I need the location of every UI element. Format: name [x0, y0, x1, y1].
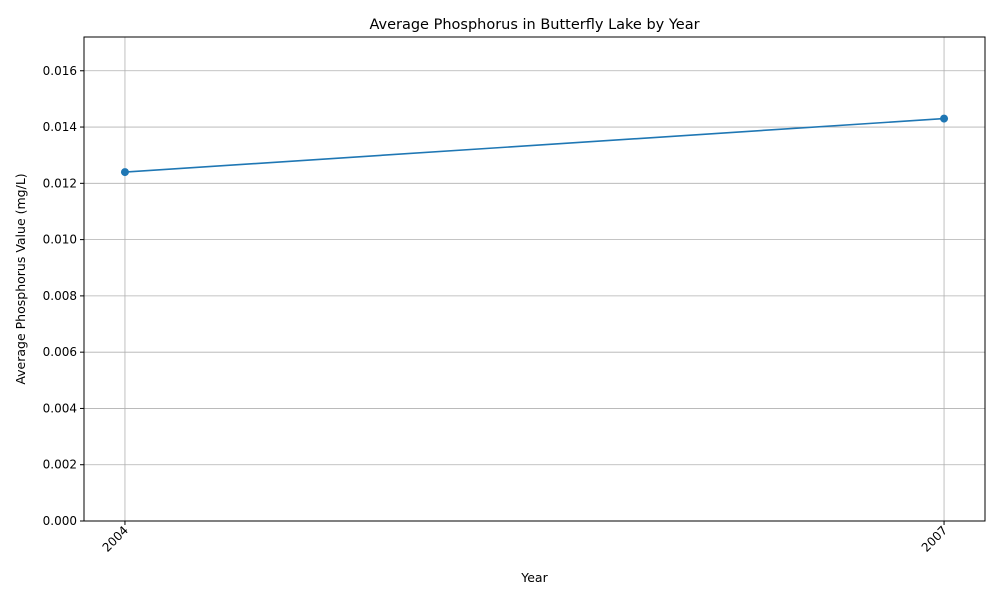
data-point: [940, 114, 949, 123]
y-axis-label: Average Phosphorus Value (mg/L): [13, 173, 28, 384]
plot-frame: [83, 36, 986, 522]
x-tick-label: 2004: [100, 523, 131, 554]
series-line: [124, 117, 945, 173]
tick-layer: 0.000 0.002 0.004 0.006 0.008 0.010 0.012 0.014…: [43, 64, 951, 555]
y-tick-label: 0.008: [43, 289, 77, 303]
y-tick-label: 0.014: [43, 120, 77, 134]
x-tick-label: 2007: [919, 523, 950, 554]
series-layer: [120, 114, 949, 177]
y-tick-label: 0.012: [43, 176, 77, 190]
y-tick-label: 0.010: [43, 233, 77, 247]
x-axis-label: Year: [520, 570, 548, 585]
y-tick-label: 0.016: [43, 64, 77, 78]
y-tick-label: 0.000: [43, 514, 77, 528]
grid-layer: [84, 37, 985, 522]
data-point: [120, 168, 129, 177]
y-tick-label: 0.006: [43, 345, 77, 359]
y-tick-label: 0.004: [43, 401, 77, 415]
y-tick-label: 0.002: [43, 458, 77, 472]
chart-title: Average Phosphorus in Butterfly Lake by …: [369, 17, 699, 33]
